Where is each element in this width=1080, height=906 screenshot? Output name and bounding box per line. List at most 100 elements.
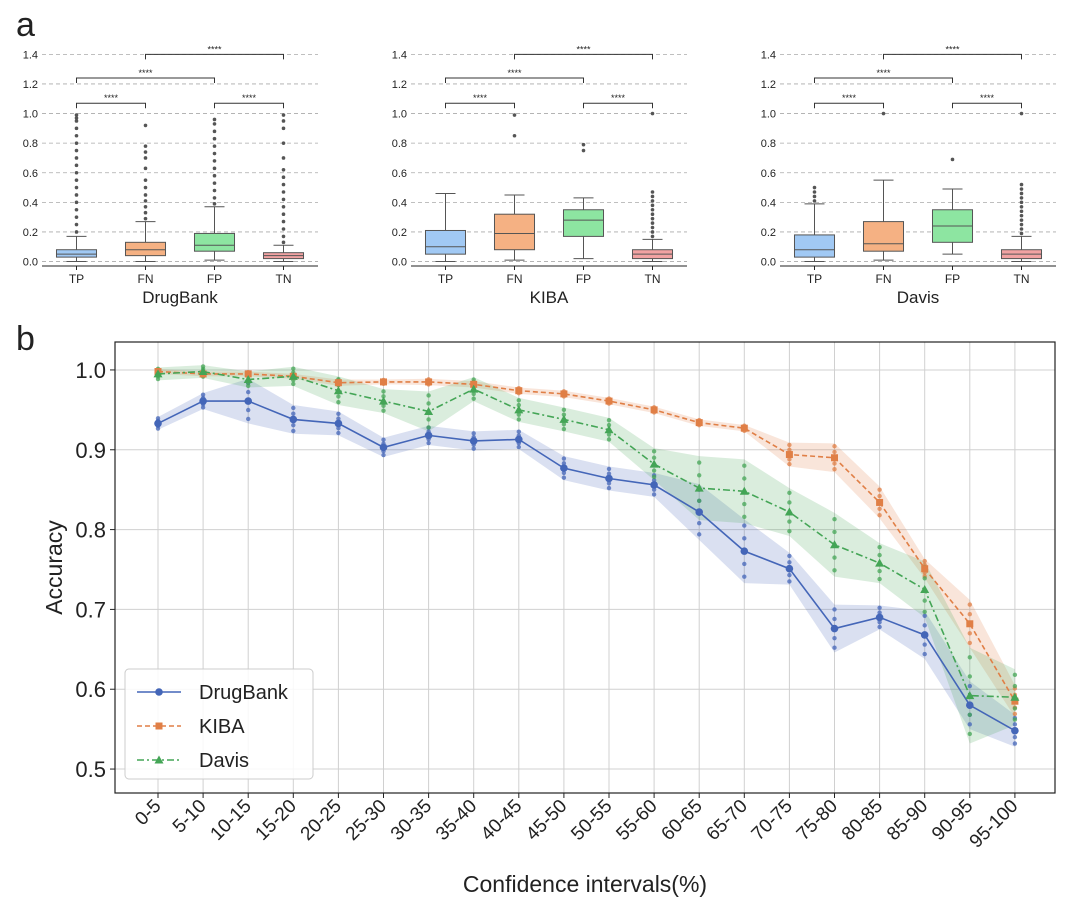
outlier-point: [281, 156, 286, 160]
outlier-point: [581, 148, 586, 153]
replicate-point: [426, 417, 431, 422]
outlier-point: [650, 203, 655, 208]
y-tick-label: 1.0: [761, 109, 776, 121]
replicate-point: [877, 576, 882, 582]
data-point-davis: [424, 406, 434, 415]
replicate-point: [1012, 717, 1018, 722]
outlier-point: [143, 156, 148, 160]
data-point-kiba: [560, 390, 568, 398]
y-tick-label: 0.8: [392, 138, 407, 150]
replicate-point: [291, 381, 296, 387]
data-point-davis: [739, 486, 749, 495]
outlier-point: [281, 141, 286, 145]
replicate-point: [471, 446, 476, 451]
replicate-point: [246, 389, 251, 395]
data-point-drugbank: [695, 508, 703, 516]
x-tick-label: 70-75: [748, 796, 797, 845]
replicate-point: [381, 452, 386, 458]
confidence-band-davis: [158, 365, 1015, 744]
outlier-point: [650, 230, 655, 234]
replicate-point: [832, 607, 837, 612]
boxplot-panels: 0.0 0.2 0.4 0.6 0.8 1.0 1.2 1.4 TP FN FP TN **** ****…: [23, 44, 1056, 307]
replicate-point: [697, 473, 702, 478]
outlier-point: [1019, 213, 1024, 218]
replicate-point: [877, 544, 882, 550]
outlier-point: [812, 185, 817, 190]
replicate-point: [606, 432, 612, 437]
replicate-point: [381, 437, 386, 442]
data-point-drugbank: [920, 631, 929, 639]
replicate-point: [877, 605, 882, 611]
y-tick-label: 0.4: [392, 197, 407, 209]
significance-bracket: [583, 102, 653, 109]
outlier-point: [74, 200, 79, 205]
x-tick-label: TN: [1014, 272, 1030, 286]
replicate-point: [381, 394, 386, 399]
data-point-davis: [469, 384, 479, 393]
x-axis-label: Confidence intervals(%): [463, 871, 707, 897]
replicate-point: [336, 399, 341, 405]
outlier-point: [650, 216, 655, 221]
y-tick-label: 1.4: [23, 49, 38, 61]
replicate-point: [742, 501, 747, 507]
data-point-drugbank: [244, 397, 252, 405]
replicate-point: [200, 392, 206, 397]
replicate-point: [877, 568, 882, 574]
y-tick-label: 1.4: [761, 49, 776, 61]
replicate-point: [787, 442, 792, 448]
box-tp: [793, 234, 836, 258]
replicate-point: [561, 412, 567, 417]
replicate-point: [832, 517, 837, 522]
replicate-point: [787, 560, 792, 565]
outlier-point: [212, 196, 217, 200]
replicate-point: [336, 394, 341, 399]
data-point-drugbank: [830, 624, 839, 633]
significance-bracket: [514, 53, 653, 60]
replicate-point: [426, 440, 431, 446]
data-point-kiba: [425, 378, 433, 386]
replicate-point: [651, 487, 657, 492]
replicate-point: [426, 425, 431, 430]
replicate-point: [697, 498, 702, 504]
outlier-point: [650, 225, 655, 230]
outlier-point: [512, 113, 517, 117]
replicate-point: [336, 430, 341, 436]
replicate-point: [832, 449, 837, 455]
data-point-drugbank: [469, 437, 478, 445]
boxplot-drugbank: 0.0 0.2 0.4 0.6 0.8 1.0 1.2 1.4 TP FN FP TN **** ****…: [23, 44, 318, 307]
replicate-point: [471, 391, 476, 397]
y-tick-label: 0.0: [392, 257, 407, 269]
data-point-kiba: [470, 380, 478, 388]
data-point-drugbank: [515, 435, 523, 444]
outlier-point: [143, 150, 148, 154]
replicate-point: [832, 467, 837, 472]
data-point-davis: [784, 507, 794, 516]
outlier-point: [1019, 231, 1024, 236]
y-tick-label: 0.2: [23, 227, 38, 239]
outlier-point: [1019, 227, 1024, 231]
outlier-point: [212, 151, 217, 156]
outlier-point: [1019, 209, 1024, 214]
outlier-point: [281, 113, 286, 117]
replicate-point: [877, 624, 882, 630]
data-point-kiba: [605, 397, 613, 405]
panel-title: DrugBank: [142, 288, 218, 307]
outlier-point: [281, 182, 286, 187]
outlier-point: [74, 163, 79, 168]
replicate-point: [1012, 741, 1018, 746]
x-tick-label: TN: [276, 272, 292, 286]
x-tick-label: TP: [807, 272, 822, 286]
data-point-davis: [920, 584, 930, 593]
x-tick-label: TP: [69, 272, 84, 286]
replicate-point: [246, 383, 251, 389]
replicate-point: [651, 468, 657, 473]
significance-label: ****: [611, 93, 626, 103]
outlier-point: [1019, 187, 1024, 191]
data-point-drugbank: [289, 415, 298, 424]
significance-label: ****: [876, 68, 891, 78]
outlier-point: [812, 190, 817, 194]
replicate-point: [922, 558, 927, 564]
series-line-drugbank: [157, 400, 1016, 732]
replicate-point: [832, 616, 837, 622]
outlier-point: [812, 194, 817, 199]
